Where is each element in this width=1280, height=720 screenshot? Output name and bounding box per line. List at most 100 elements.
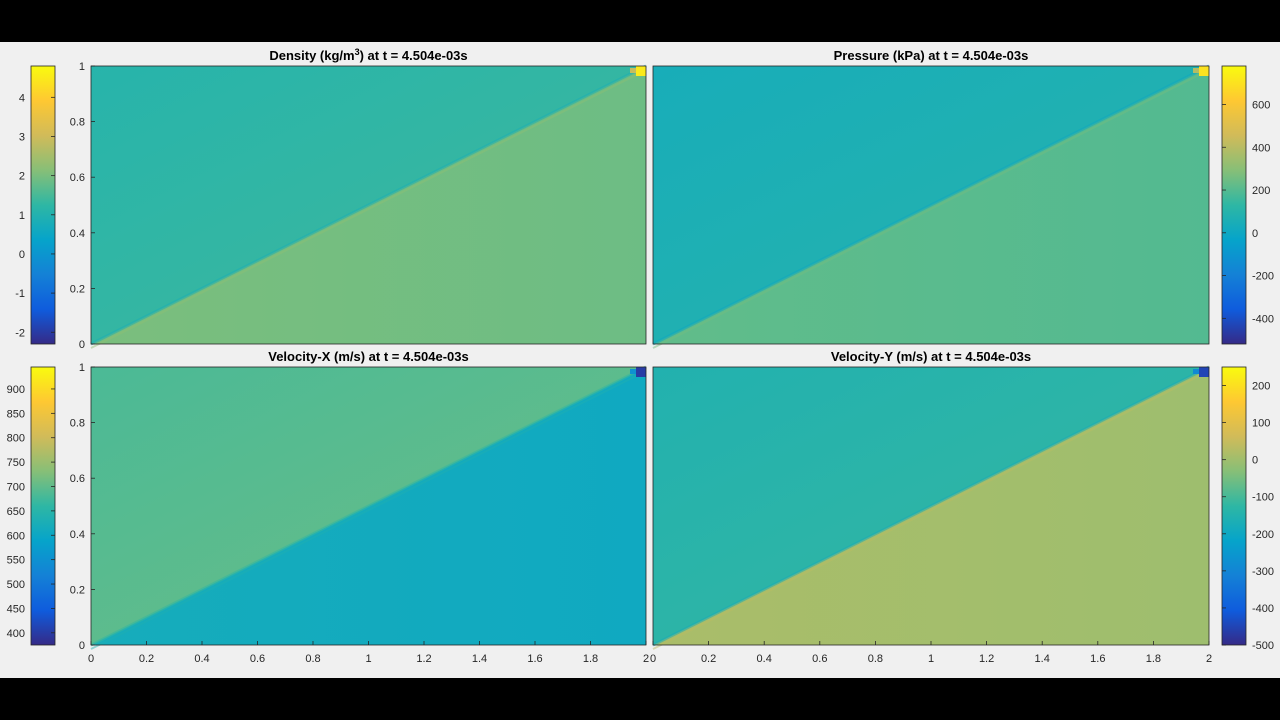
y-tick-label: 0.4 [70,228,85,240]
x-tick-label: 2 [1206,653,1212,665]
corner-peak-mark [1199,66,1209,76]
colorbar: 900 850 800 750 700 650 600 550 500 450 400 [7,366,56,646]
colorbar-tick-label: 850 [7,408,25,420]
corner-peak-mark [636,66,646,76]
title-part: Velocity-Y (m/s) at t = 4.504e-03s [831,349,1031,364]
y-tick-label: 1 [79,362,85,374]
y-tick-label: 0 [79,339,85,351]
x-tick-label: 0.2 [139,653,154,665]
x-tick-label: 0 [88,653,94,665]
colorbar-tick-label: 650 [7,506,25,518]
title-part: Velocity-X (m/s) at t = 4.504e-03s [268,349,469,364]
colorbar-tick-label: 550 [7,555,25,567]
colorbar-tick-label: 700 [7,481,25,493]
colorbar-tick-label: 400 [1252,142,1270,154]
colorbar-tick-label: 2 [19,171,25,183]
shock-front-line [652,365,1210,647]
colorbar-tick-label: -1 [15,288,25,300]
colorbar: -2 -1 0 1 2 3 4 [15,65,56,345]
colorbar-scale [30,65,56,345]
colorbar-tick-label: 450 [7,603,25,615]
y-tick-label: 0.6 [70,172,85,184]
colorbar-tick-label: 600 [1252,99,1270,111]
colorbar-tick-label: 100 [1252,418,1270,430]
colorbar-tick-label: -400 [1252,603,1274,615]
colorbar-scale [30,366,56,646]
title-part: ) at t = 4.504e-03s [360,48,468,63]
colorbar-tick-label: 0 [1252,455,1258,467]
subplot-title: Velocity-Y (m/s) at t = 4.504e-03s [831,349,1031,364]
y-tick-label: 0.2 [70,283,85,295]
x-tick-label: 1 [928,653,934,665]
shock-front-line [90,365,647,647]
colorbar-tick-label: 400 [7,628,25,640]
shock-front-line [90,64,647,346]
y-tick-label: 0.6 [70,473,85,485]
x-tick-label: 0 [650,653,656,665]
y-tick-label: 0 [79,640,85,652]
x-tick-label: 0.6 [250,653,265,665]
shock-front-band [90,69,647,349]
shock-front-band [652,69,1210,349]
x-tick-label: 1.2 [979,653,994,665]
colorbar-tick-label: 0 [19,249,25,261]
colorbar-tick-label: 600 [7,530,25,542]
corner-peak-mark [1193,369,1199,374]
colorbar-tick-label: 4 [19,92,25,104]
colorbar-tick-label: -200 [1252,271,1274,283]
subplot-2: Pressure (kPa) at t = 4.504e-03s 600 400 20… [652,48,1274,349]
x-tick-label: 0.8 [868,653,883,665]
x-tick-label: 1.6 [527,653,542,665]
subplot-title: Velocity-X (m/s) at t = 4.504e-03s [268,349,469,364]
colorbar: 200 100 0 -100 -200 -300 -400 -500 [1221,366,1274,652]
corner-peak-mark [1193,68,1199,73]
corner-peak-mark [1199,367,1209,377]
subplot-3: Velocity-X (m/s) at t = 4.504e-03s 0 0.2 0.… [7,349,649,665]
colorbar-tick-label: -200 [1252,529,1274,541]
x-tick-label: 1.8 [583,653,598,665]
x-tick-label: 1.2 [416,653,431,665]
x-tick-label: 0.2 [701,653,716,665]
x-tick-label: 1.4 [472,653,487,665]
x-tick-label: 1.8 [1146,653,1161,665]
axes-box [652,65,1210,345]
title-part: 3 [355,47,360,57]
corner-peak-mark [630,68,636,73]
colorbar-tick-label: 900 [7,384,25,396]
colorbar-tick-label: 750 [7,457,25,469]
colorbar-tick-label: 3 [19,131,25,143]
colorbar-tick-label: -2 [15,327,25,339]
matlab-figure: Density (kg/m3) at t = 4.504e-03s 0 0.2 0.4… [0,42,1280,678]
title-part: Pressure (kPa) at t = 4.504e-03s [834,48,1029,63]
colorbar-tick-label: -400 [1252,313,1274,325]
x-tick-label: 1 [365,653,371,665]
colorbar-scale [1221,366,1247,646]
colorbar-tick-label: -500 [1252,640,1274,652]
corner-peak-mark [630,369,636,374]
x-tick-label: 0.4 [757,653,772,665]
x-tick-label: 0.6 [812,653,827,665]
figure-canvas: Density (kg/m3) at t = 4.504e-03s00.20.4… [7,47,1274,665]
subplot-title: Density (kg/m3) at t = 4.504e-03s [269,47,467,63]
colorbar-scale [1221,65,1247,345]
y-tick-label: 0.2 [70,584,85,596]
colorbar-tick-label: 800 [7,433,25,445]
axes-box [90,65,647,345]
x-tick-label: 1.4 [1035,653,1050,665]
x-tick-label: 0.8 [305,653,320,665]
colorbar-tick-label: 0 [1252,228,1258,240]
y-tick-label: 0.4 [70,529,85,541]
x-tick-label: 0.4 [194,653,209,665]
y-tick-label: 0.8 [70,418,85,430]
title-part: Density (kg/m [269,48,354,63]
corner-peak-mark [636,367,646,377]
colorbar-tick-label: 1 [19,210,25,222]
colorbar-tick-label: 500 [7,579,25,591]
colorbar-tick-label: -100 [1252,492,1274,504]
subplot-4: Velocity-Y (m/s) at t = 4.504e-03s 0 0.2 0.… [650,349,1274,665]
subplot-title: Pressure (kPa) at t = 4.504e-03s [834,48,1029,63]
x-tick-label: 1.6 [1090,653,1105,665]
subplot-1: Density (kg/m3) at t = 4.504e-03s00.20.4… [15,47,647,351]
shock-front-band [90,370,647,650]
